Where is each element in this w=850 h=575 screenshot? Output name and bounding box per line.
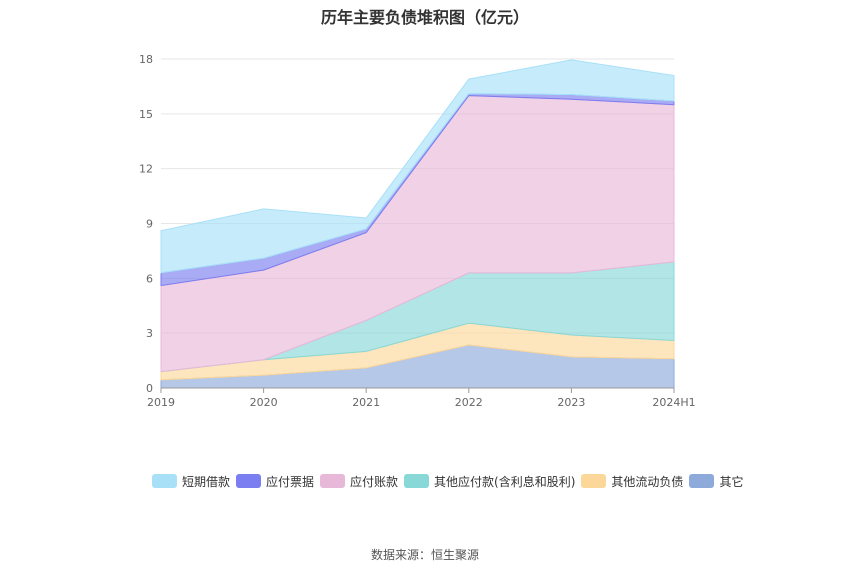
chart-title: 历年主要负债堆积图（亿元） xyxy=(320,8,529,27)
legend: 短期借款 应付票据 应付账款 其他应付款(含利息和股利) 其他流动负债 其它 xyxy=(152,472,752,498)
axes: 0 3 6 9 12 15 18 2019 2020 2021 2022 2023 2024H1 xyxy=(139,53,696,409)
y-tick-label: 0 xyxy=(146,382,153,395)
y-tick-label: 9 xyxy=(146,218,153,231)
legend-label: 短期借款 xyxy=(182,474,231,489)
y-tick-label: 18 xyxy=(139,53,153,66)
legend-item[interactable]: 其它 xyxy=(689,472,743,490)
area-series-5 xyxy=(160,59,675,274)
legend-swatch xyxy=(404,474,430,488)
legend-label: 应付票据 xyxy=(266,474,315,489)
legend-label: 其它 xyxy=(719,474,744,489)
legend-item[interactable]: 应付账款 xyxy=(320,472,398,490)
x-tick-label: 2023 xyxy=(557,396,585,409)
x-tick-label: 2019 xyxy=(147,396,175,409)
legend-item[interactable]: 其他应付款(含利息和股利) xyxy=(404,472,575,490)
legend-swatch xyxy=(320,474,346,488)
y-tick-label: 3 xyxy=(146,327,153,340)
x-tick-label: 2020 xyxy=(250,396,278,409)
legend-item[interactable]: 应付票据 xyxy=(236,472,314,490)
area-series xyxy=(160,59,675,389)
source-note: 数据来源：恒生聚源 xyxy=(370,548,479,562)
y-tick-label: 12 xyxy=(139,163,153,176)
legend-item[interactable]: 短期借款 xyxy=(152,472,230,490)
legend-label: 应付账款 xyxy=(350,474,399,489)
legend-swatch xyxy=(689,474,715,488)
x-tick-label: 2024H1 xyxy=(652,396,695,409)
x-tick-label: 2021 xyxy=(352,396,380,409)
legend-item[interactable]: 其他流动负债 xyxy=(581,472,683,490)
x-tick-label: 2022 xyxy=(455,396,483,409)
y-tick-label: 15 xyxy=(139,108,153,121)
legend-swatch xyxy=(152,474,177,488)
legend-swatch xyxy=(236,474,262,488)
y-tick-label: 6 xyxy=(146,272,153,285)
legend-label: 其他应付款(含利息和股利) xyxy=(434,474,576,489)
legend-label: 其他流动负债 xyxy=(611,474,684,489)
legend-swatch xyxy=(581,474,607,488)
